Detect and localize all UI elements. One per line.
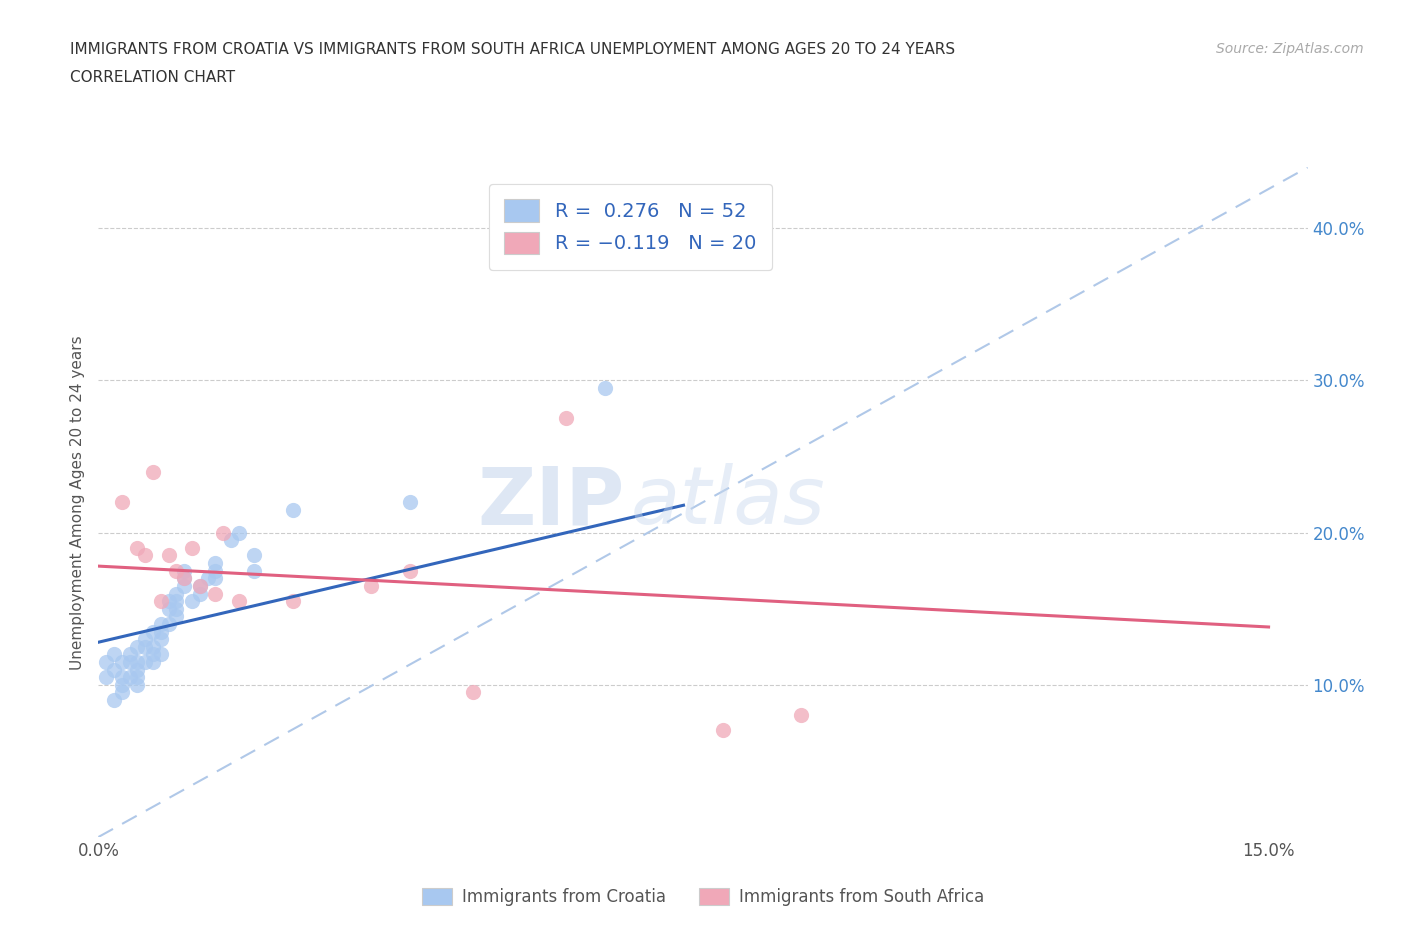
Point [188,586,211,601]
Legend: Immigrants from Croatia, Immigrants from South Africa: Immigrants from Croatia, Immigrants from… [415,881,991,912]
Point [149,617,172,631]
Point [204,586,226,601]
Point [204,555,226,570]
Point [181,540,204,555]
Point [219,533,242,548]
Point [127,655,149,670]
Point [127,670,149,684]
Point [118,647,141,662]
Point [789,708,811,723]
Text: ZIP: ZIP [477,463,624,541]
Text: atlas: atlas [630,463,825,541]
Point [197,571,219,586]
Point [157,548,180,563]
Point [149,631,172,646]
Point [118,655,141,670]
Point [134,655,156,670]
Text: Source: ZipAtlas.com: Source: ZipAtlas.com [1216,42,1364,56]
Point [149,593,172,608]
Point [461,685,484,700]
Legend: R =  0.276   N = 52, R = −0.119   N = 20: R = 0.276 N = 52, R = −0.119 N = 20 [489,184,772,270]
Point [142,655,165,670]
Point [142,639,165,654]
Point [103,693,125,708]
Point [111,655,134,670]
Point [134,639,156,654]
Point [157,593,180,608]
Point [243,564,266,578]
Point [127,677,149,692]
Point [142,647,165,662]
Point [204,571,226,586]
Point [96,655,118,670]
Text: IMMIGRANTS FROM CROATIA VS IMMIGRANTS FROM SOUTH AFRICA UNEMPLOYMENT AMONG AGES : IMMIGRANTS FROM CROATIA VS IMMIGRANTS FR… [70,42,956,57]
Point [188,578,211,593]
Text: CORRELATION CHART: CORRELATION CHART [70,70,235,85]
Point [173,564,195,578]
Y-axis label: Unemployment Among Ages 20 to 24 years: Unemployment Among Ages 20 to 24 years [69,335,84,670]
Point [149,647,172,662]
Point [118,670,141,684]
Point [228,525,250,540]
Point [142,464,165,479]
Point [555,411,578,426]
Point [157,602,180,617]
Point [181,593,204,608]
Point [149,624,172,639]
Point [595,380,617,395]
Point [711,723,734,737]
Point [204,564,226,578]
Point [165,609,187,624]
Point [157,617,180,631]
Point [173,571,195,586]
Point [96,670,118,684]
Point [165,593,187,608]
Point [173,571,195,586]
Point [399,564,422,578]
Point [111,495,134,510]
Point [212,525,235,540]
Point [134,548,156,563]
Point [111,677,134,692]
Point [243,548,266,563]
Point [228,593,250,608]
Point [188,578,211,593]
Point [134,631,156,646]
Point [127,540,149,555]
Point [103,662,125,677]
Point [165,586,187,601]
Point [165,602,187,617]
Point [111,685,134,700]
Point [127,662,149,677]
Point [360,578,382,593]
Point [283,593,305,608]
Point [399,495,422,510]
Point [103,647,125,662]
Point [142,624,165,639]
Point [283,502,305,517]
Point [111,670,134,684]
Point [127,639,149,654]
Point [165,564,187,578]
Point [173,578,195,593]
